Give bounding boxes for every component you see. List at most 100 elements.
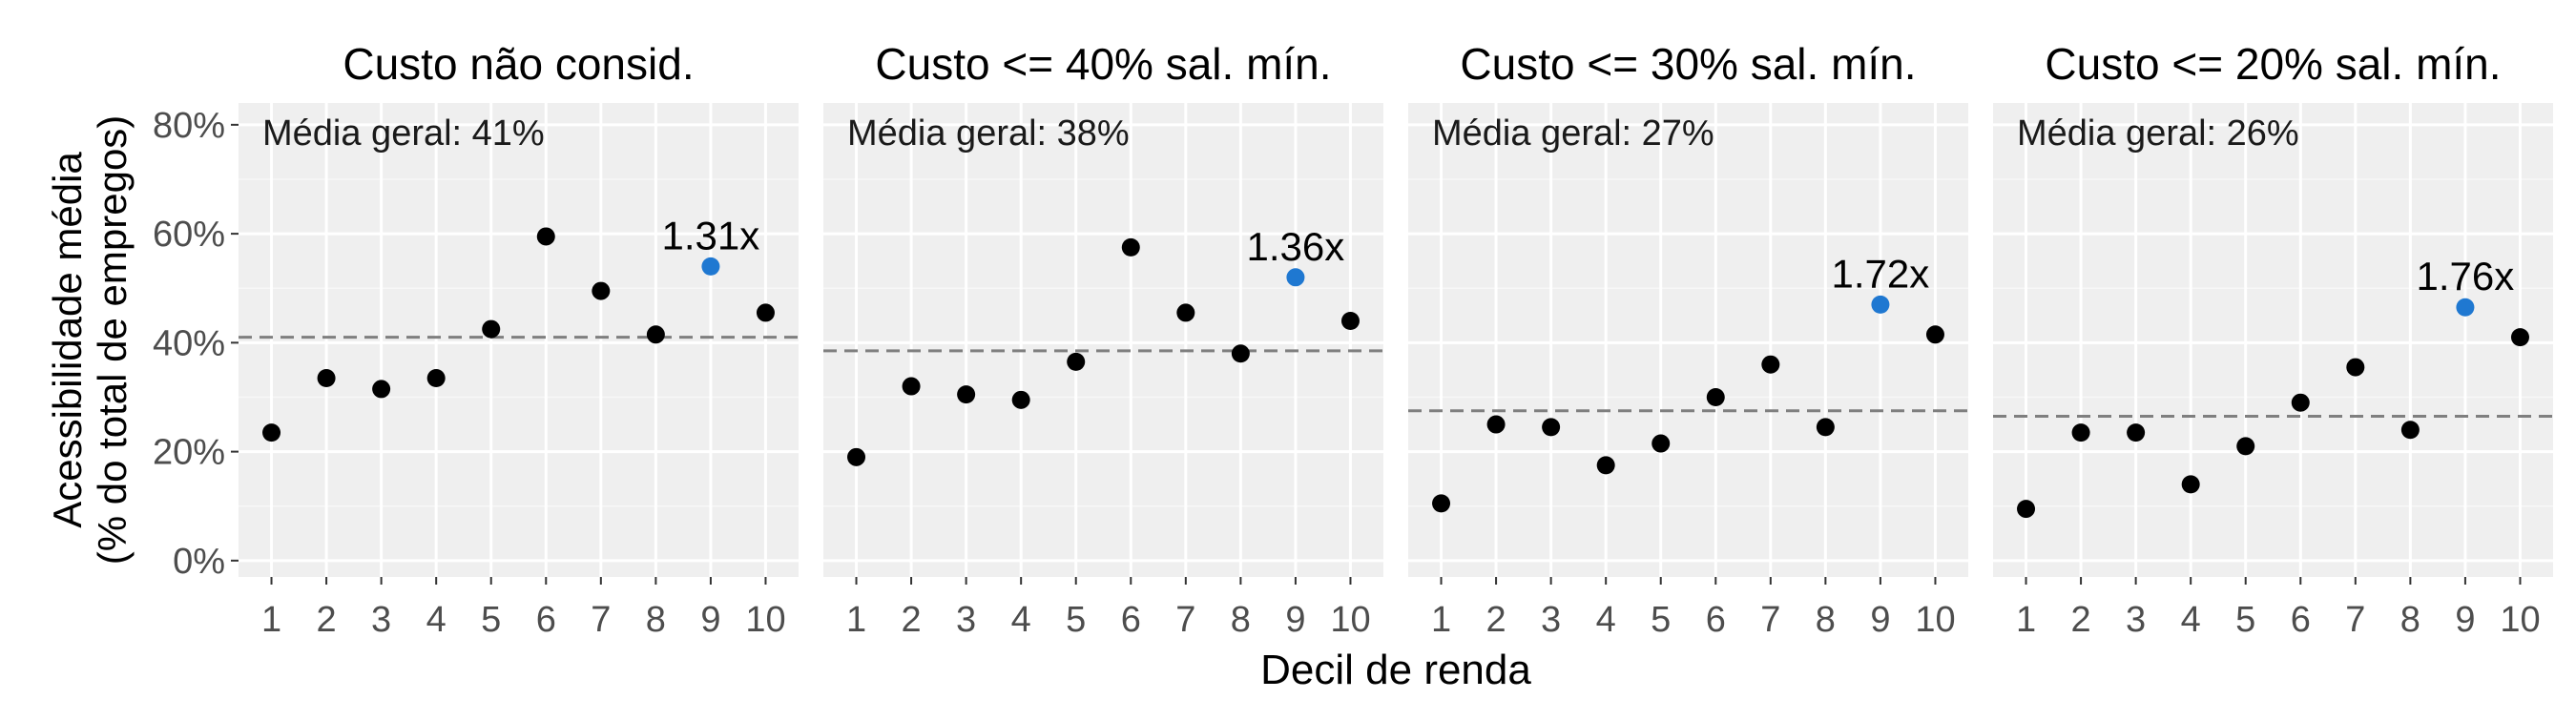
x-tick-label: 5 [1651, 600, 1671, 640]
x-tick-label: 8 [646, 600, 666, 640]
x-tick-label: 4 [2181, 600, 2201, 640]
panel-background [1408, 103, 1968, 577]
panel-background [1993, 103, 2553, 577]
data-point [592, 281, 611, 300]
data-point [1596, 456, 1615, 475]
data-point [2291, 393, 2310, 412]
highlight-point [2456, 298, 2475, 317]
data-point [482, 319, 501, 339]
x-tick-label: 4 [426, 600, 447, 640]
x-tick-label: 1 [261, 600, 281, 640]
data-point [847, 447, 866, 466]
data-point [1067, 352, 1086, 371]
y-tick-label: 40% [153, 323, 225, 363]
y-tick-label: 0% [173, 542, 225, 582]
data-point [372, 380, 391, 399]
panel-title: Custo <= 30% sal. mín. [1460, 39, 1916, 89]
panel-title: Custo não consid. [343, 39, 694, 89]
panel-title: Custo <= 40% sal. mín. [875, 39, 1331, 89]
x-tick-label: 6 [536, 600, 556, 640]
x-tick-label: 4 [1011, 600, 1031, 640]
mean-label: Média geral: 26% [2017, 113, 2299, 154]
data-point [1652, 434, 1671, 453]
x-tick-label: 6 [1121, 600, 1141, 640]
x-tick-label: 2 [1486, 600, 1506, 640]
ratio-annotation: 1.72x [1832, 251, 1930, 296]
data-point [536, 227, 555, 246]
mean-label: Média geral: 38% [847, 113, 1130, 154]
data-point [1925, 325, 1944, 344]
data-point [2236, 437, 2255, 456]
x-tick-label: 7 [591, 600, 611, 640]
x-tick-label: 9 [700, 600, 720, 640]
y-axis-title-line2: (% do total de empregos) [90, 115, 135, 566]
mean-label: Média geral: 27% [1432, 113, 1714, 154]
data-point [902, 377, 921, 396]
x-tick-label: 1 [2016, 600, 2036, 640]
x-tick-label: 9 [1870, 600, 1890, 640]
data-point [1011, 390, 1030, 409]
x-tick-label: 10 [2500, 600, 2540, 640]
data-point [2071, 423, 2090, 442]
data-point [2346, 358, 2365, 377]
data-point [957, 385, 976, 404]
data-point [2400, 421, 2420, 440]
ratio-annotation: 1.36x [1247, 224, 1345, 269]
x-tick-label: 8 [1231, 600, 1251, 640]
data-point [1816, 418, 1835, 437]
y-tick-label: 60% [153, 215, 225, 255]
data-point [317, 368, 336, 387]
highlight-point [1286, 268, 1305, 287]
data-point [756, 303, 775, 322]
data-point [1231, 344, 1250, 363]
data-point [2127, 423, 2146, 442]
panel-background [239, 103, 799, 577]
y-tick-label: 20% [153, 433, 225, 473]
x-tick-label: 1 [846, 600, 866, 640]
data-point [1706, 387, 1725, 406]
x-tick-label: 1 [1431, 600, 1451, 640]
x-tick-label: 7 [2345, 600, 2365, 640]
highlight-point [1871, 295, 1890, 314]
x-tick-label: 6 [1706, 600, 1726, 640]
data-point [2181, 475, 2200, 494]
data-point [1176, 303, 1195, 322]
x-tick-label: 2 [317, 600, 337, 640]
x-tick-label: 2 [902, 600, 922, 640]
x-tick-label: 5 [1066, 600, 1086, 640]
x-tick-label: 8 [1816, 600, 1836, 640]
data-point [1340, 312, 1360, 331]
highlight-point [701, 257, 720, 276]
data-point [2017, 500, 2036, 519]
data-point [1761, 355, 1780, 374]
x-tick-label: 3 [2126, 600, 2146, 640]
x-tick-label: 10 [1330, 600, 1370, 640]
x-tick-label: 3 [1541, 600, 1561, 640]
data-point [426, 368, 446, 387]
x-tick-label: 3 [371, 600, 391, 640]
x-tick-label: 9 [1285, 600, 1305, 640]
data-point [1121, 237, 1140, 257]
x-tick-label: 9 [2455, 600, 2475, 640]
x-tick-label: 7 [1760, 600, 1780, 640]
x-tick-label: 2 [2071, 600, 2091, 640]
data-point [1542, 418, 1561, 437]
panel-background [823, 103, 1383, 577]
x-tick-label: 6 [2291, 600, 2311, 640]
ratio-annotation: 1.31x [662, 213, 760, 257]
y-tick-label: 80% [153, 106, 225, 146]
x-tick-label: 10 [1915, 600, 1955, 640]
x-tick-label: 4 [1596, 600, 1616, 640]
y-axis-title-line1: Acessibilidade média [45, 152, 90, 528]
data-point [262, 423, 281, 442]
x-tick-label: 8 [2400, 600, 2420, 640]
data-point [1486, 415, 1506, 434]
x-tick-label: 3 [956, 600, 976, 640]
data-point [646, 325, 665, 344]
data-point [1432, 494, 1451, 513]
x-tick-label: 5 [481, 600, 501, 640]
x-tick-label: 7 [1175, 600, 1195, 640]
x-tick-label: 10 [745, 600, 785, 640]
